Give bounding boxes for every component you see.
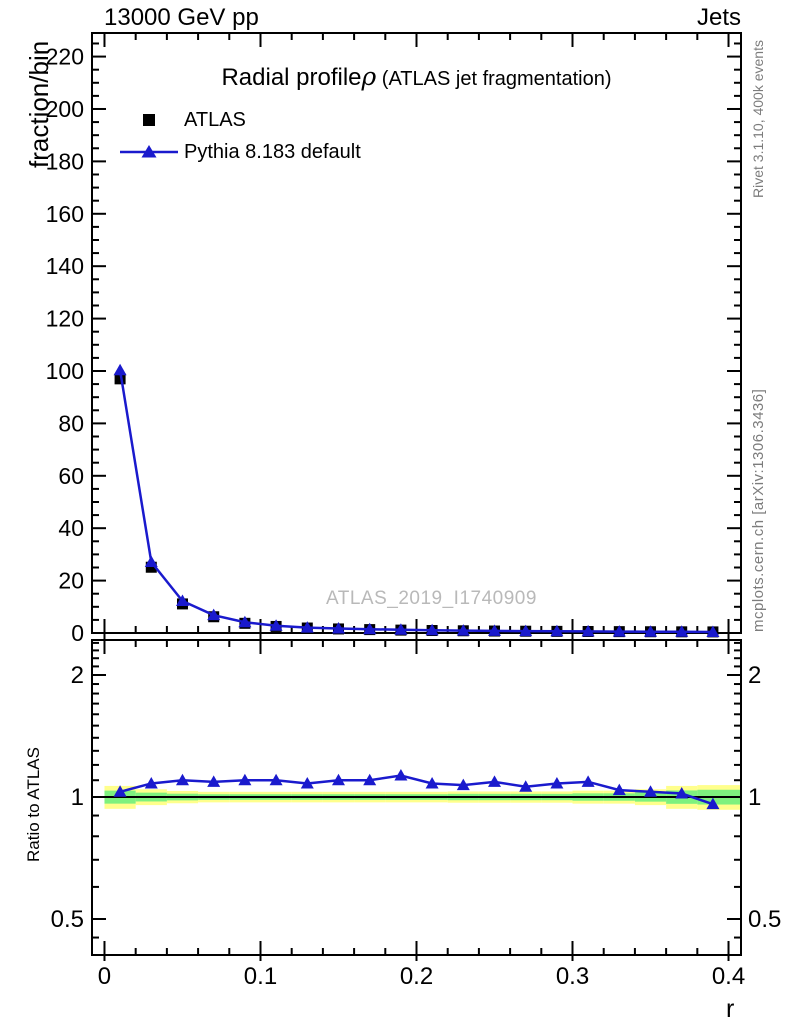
- x-tick-label: 0.2: [400, 963, 433, 990]
- rho-symbol: ρ: [361, 62, 377, 91]
- pythia-data-point: [456, 624, 470, 636]
- pythia-data-point: [706, 625, 720, 637]
- pythia-line-marker-icon: [120, 145, 178, 158]
- y-tick-label: 140: [46, 253, 84, 279]
- pythia-data-point: [113, 363, 127, 376]
- ratio-data-point: [612, 783, 626, 796]
- ratio-curve: [119, 774, 714, 806]
- pythia-data-point: [269, 619, 283, 631]
- ratio-y-tick-label: 1: [748, 784, 761, 811]
- y-tick-label: 180: [46, 148, 84, 174]
- pythia-data-point: [238, 615, 252, 628]
- pythia-curve: [118, 370, 713, 634]
- x-tick-label: 0.1: [244, 963, 277, 990]
- ratio-data-point: [207, 775, 221, 787]
- y-tick-label: 160: [46, 201, 84, 227]
- ratio-data-point: [675, 787, 689, 799]
- ratio-data-point: [144, 776, 158, 789]
- legend-marker-box: [118, 142, 180, 162]
- ratio-data-point: [550, 776, 564, 789]
- ratio-data-point: [644, 785, 658, 797]
- y-tick-label: 120: [46, 306, 84, 332]
- process-label: Jets: [696, 4, 741, 31]
- rivet-version-label: Rivet 3.1.10, 400k events: [750, 40, 766, 198]
- y-tick-label: 220: [46, 44, 84, 70]
- ratio-y-axis-title: Ratio to ATLAS: [24, 747, 43, 862]
- y-tick-label: 80: [58, 410, 84, 436]
- pythia-data-point: [144, 555, 158, 567]
- x-tick-label: 0.4: [712, 963, 745, 990]
- ratio-y-tick-label: 0.5: [748, 906, 781, 933]
- atlas-data-point: [114, 373, 126, 385]
- x-tick-label: 0.3: [556, 963, 589, 990]
- pythia-data-point: [612, 625, 626, 637]
- ratio-y-tick-label: 2: [748, 662, 761, 689]
- ratio-data-point: [394, 768, 408, 781]
- y-tick-label: 100: [46, 358, 84, 384]
- pythia-data-point: [300, 621, 314, 633]
- ratio-y-tick-label: 2: [71, 662, 84, 689]
- ratio-data-point: [581, 775, 595, 787]
- pythia-data-point: [644, 625, 658, 637]
- pythia-data-point: [675, 625, 689, 637]
- ratio-data-point: [425, 776, 439, 789]
- pythia-data-point: [363, 622, 377, 635]
- legend-item-pythia: Pythia 8.183 default: [118, 138, 361, 166]
- mcplots-credit-label: mcplots.cern.ch [arXiv:1306.3436]: [750, 388, 767, 632]
- main-y-axis-title: fraction/bin: [24, 40, 54, 168]
- ratio-data-point: [456, 778, 470, 791]
- legend-item-atlas: ATLAS: [118, 106, 361, 134]
- legend-label-atlas: ATLAS: [184, 108, 246, 131]
- ratio-data-point: [113, 785, 127, 797]
- ratio-y-tick-label: 0.5: [51, 906, 84, 933]
- pythia-data-point: [331, 622, 345, 634]
- ratio-data-point: [238, 773, 252, 786]
- beam-energy-label: 13000 GeV pp: [104, 4, 259, 31]
- pythia-data-point: [207, 608, 221, 621]
- plot-title-text: Radial profile: [221, 64, 362, 91]
- ratio-data-point: [519, 780, 533, 792]
- pythia-data-point: [175, 594, 189, 607]
- y-tick-label: 20: [58, 568, 84, 594]
- pythia-data-point: [519, 624, 533, 637]
- ratio-data-point: [706, 797, 720, 810]
- ratio-data-point: [488, 775, 502, 787]
- x-axis-title: r: [726, 995, 735, 1023]
- legend-marker-box: [118, 114, 180, 126]
- ratio-data-point: [331, 773, 345, 786]
- legend-label-pythia: Pythia 8.183 default: [184, 140, 361, 163]
- analysis-id-watermark: ATLAS_2019_I1740909: [326, 588, 537, 609]
- ratio-data-point: [300, 776, 314, 789]
- ratio-data-point: [269, 773, 283, 786]
- atlas-square-marker-icon: [143, 114, 155, 126]
- atlas-data-point: [145, 561, 157, 573]
- x-tick-label: 0: [98, 963, 111, 990]
- ratio-data-point: [363, 773, 377, 786]
- ratio-y-tick-label: 1: [71, 784, 84, 811]
- pythia-data-point: [394, 623, 408, 635]
- pythia-data-point: [488, 624, 502, 636]
- ratio-data-point: [175, 773, 189, 786]
- y-tick-label: 60: [58, 463, 84, 489]
- y-tick-label: 200: [46, 96, 84, 122]
- plot-title-suffix: (ATLAS jet fragmentation): [376, 68, 612, 90]
- y-tick-label: 0: [71, 620, 84, 646]
- pythia-data-point: [550, 624, 564, 637]
- y-tick-label: 40: [58, 515, 84, 541]
- pythia-data-point: [425, 623, 439, 636]
- pythia-data-point: [581, 624, 595, 637]
- plot-title: Radial profileρ (ATLAS jet fragmentation…: [92, 62, 741, 92]
- legend: ATLAS Pythia 8.183 default: [118, 106, 361, 166]
